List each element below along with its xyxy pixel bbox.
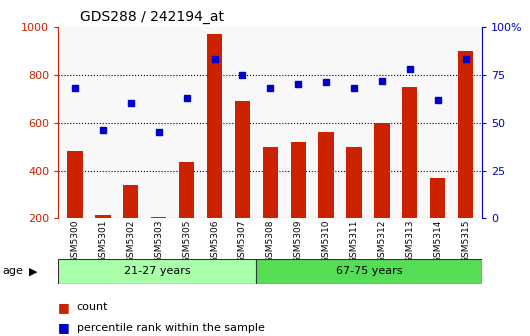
- Text: 21-27 years: 21-27 years: [124, 266, 191, 276]
- Bar: [207, 34, 222, 266]
- Text: age: age: [3, 266, 23, 276]
- Bar: [67, 151, 83, 266]
- Bar: [151, 217, 166, 266]
- Text: GDS288 / 242194_at: GDS288 / 242194_at: [80, 10, 224, 25]
- Text: ■: ■: [58, 321, 70, 334]
- Bar: [235, 101, 250, 266]
- Bar: [95, 215, 111, 266]
- Bar: [58, 259, 256, 284]
- Text: ▶: ▶: [29, 266, 38, 276]
- Bar: [402, 87, 418, 266]
- Bar: [319, 132, 334, 266]
- Bar: [179, 162, 195, 266]
- Bar: [346, 146, 361, 266]
- Bar: [374, 123, 390, 266]
- Bar: [290, 142, 306, 266]
- Text: percentile rank within the sample: percentile rank within the sample: [77, 323, 264, 333]
- Bar: [458, 51, 473, 266]
- Bar: [123, 185, 138, 266]
- Text: ■: ■: [58, 301, 70, 314]
- Bar: [263, 146, 278, 266]
- Text: 67-75 years: 67-75 years: [336, 266, 402, 276]
- Text: count: count: [77, 302, 108, 312]
- Bar: [256, 259, 482, 284]
- Bar: [430, 178, 445, 266]
